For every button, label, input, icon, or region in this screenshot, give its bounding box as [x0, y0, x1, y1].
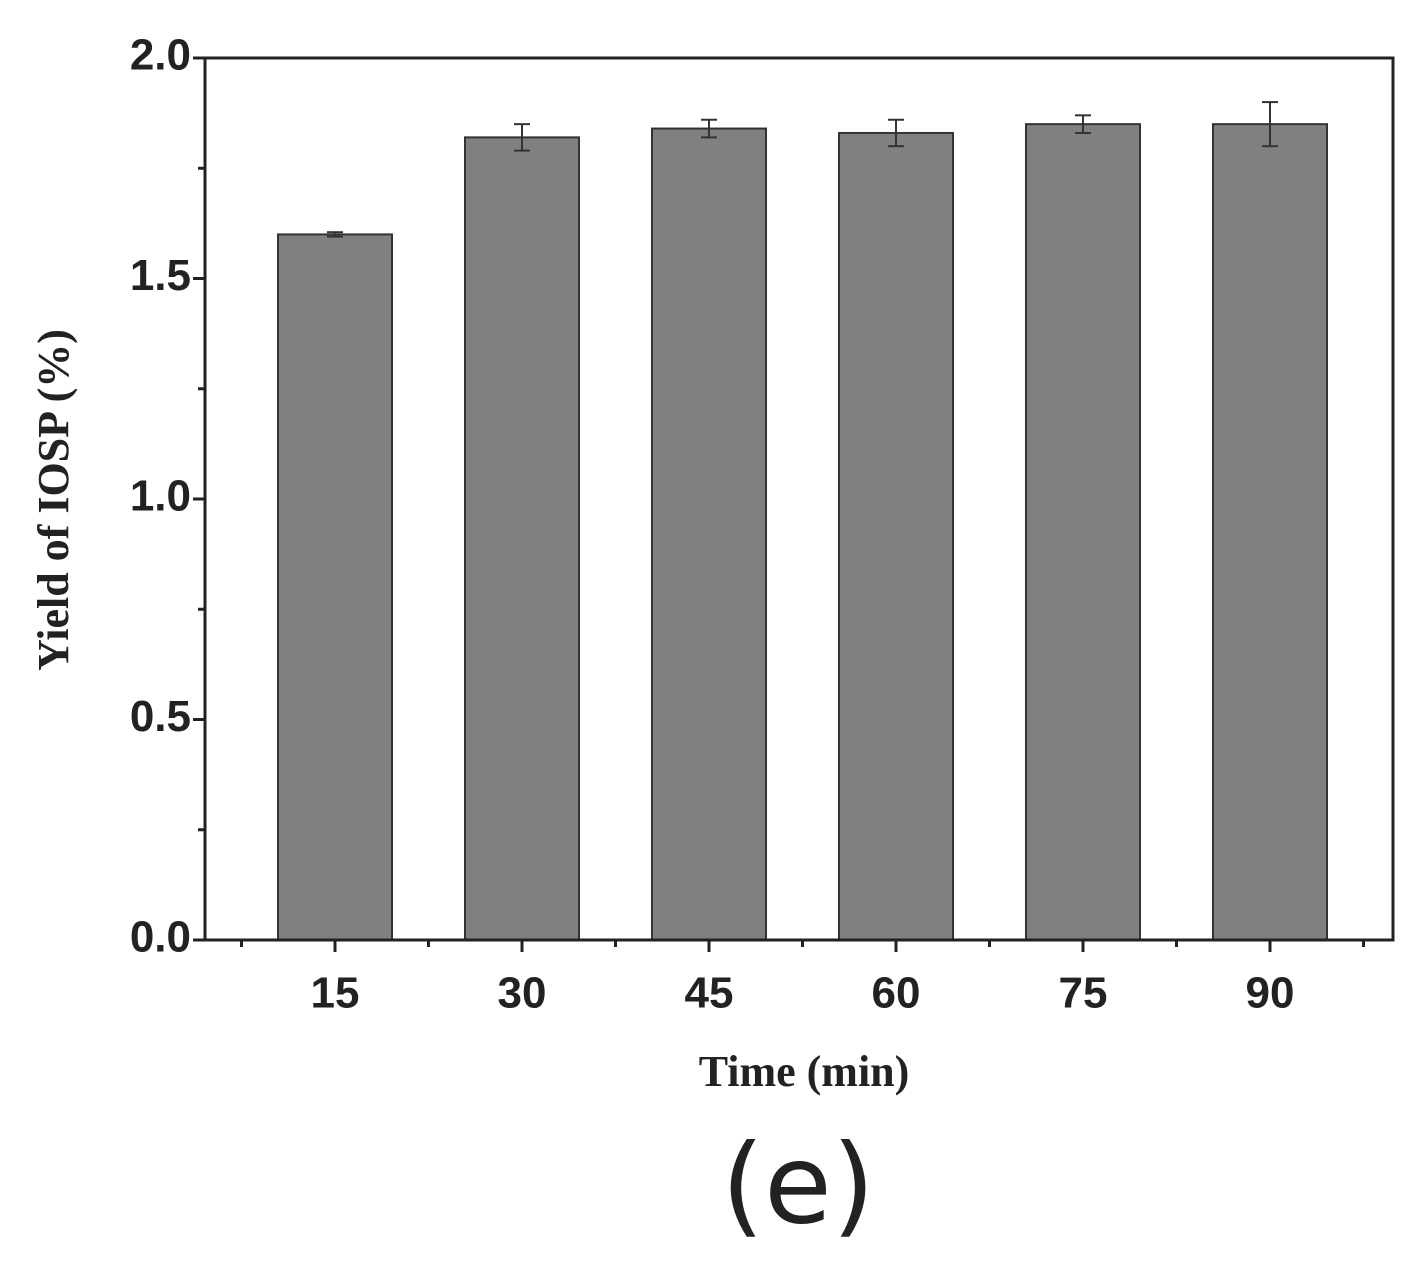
y-tick-label: 1.5	[130, 251, 191, 300]
error-bar	[888, 118, 904, 148]
x-tick-label: 60	[872, 969, 921, 1018]
error-bar	[514, 123, 530, 152]
y-tick-label: 2.0	[130, 31, 191, 80]
plot-frame	[203, 56, 1395, 942]
y-tick-label: 0.0	[130, 913, 191, 962]
y-tick-label: 1.0	[130, 472, 191, 521]
bar	[464, 136, 580, 941]
error-bar	[1075, 114, 1091, 134]
bar	[277, 233, 393, 941]
y-axis-label: Yield of IOSP (%)	[29, 329, 78, 671]
error-bar	[327, 231, 343, 238]
x-tick-label: 75	[1059, 969, 1108, 1018]
x-tick-label: 90	[1246, 969, 1295, 1018]
bar	[651, 127, 767, 941]
bar	[838, 131, 954, 942]
x-tick-label: 45	[685, 969, 734, 1018]
caption: (e)	[721, 1120, 875, 1248]
x-axis-label: Time (min)	[699, 1047, 910, 1096]
y-tick-label: 0.5	[130, 692, 191, 741]
x-tick-label: 15	[311, 969, 360, 1018]
error-bar	[701, 118, 717, 139]
x-tick-label: 30	[498, 969, 547, 1018]
bar	[1025, 123, 1141, 941]
error-bar	[1262, 101, 1278, 148]
bar	[1212, 123, 1328, 941]
